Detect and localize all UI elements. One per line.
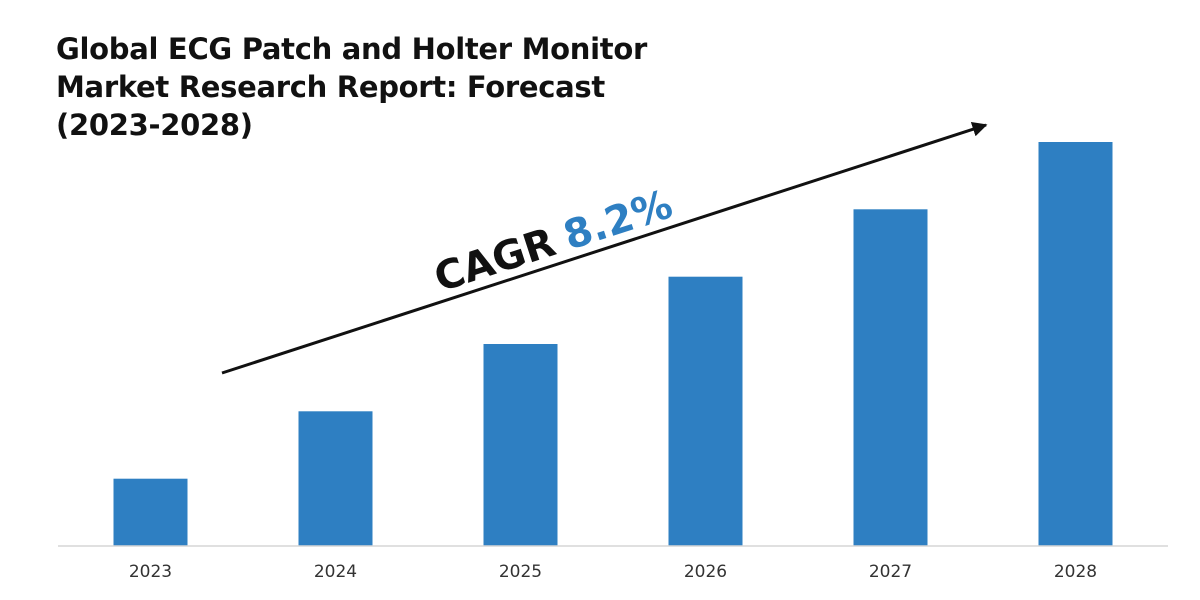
x-tick-label: 2024 bbox=[314, 562, 357, 582]
cagr-label: CAGR bbox=[429, 219, 561, 301]
bars-layer bbox=[113, 142, 1113, 547]
x-tick-labels: 2023 2024 2025 2026 2027 2028 bbox=[129, 562, 1097, 582]
x-tick-label: 2025 bbox=[499, 562, 542, 582]
x-tick-label: 2023 bbox=[129, 562, 172, 582]
x-tick-label: 2026 bbox=[684, 562, 727, 582]
bar-2028 bbox=[1038, 142, 1113, 546]
x-tick-label: 2027 bbox=[869, 562, 912, 582]
bar-2024 bbox=[298, 411, 373, 546]
cagr-value: 8.2% bbox=[558, 181, 678, 259]
bar-2025 bbox=[483, 344, 558, 546]
bar-2027 bbox=[853, 209, 928, 547]
bar-2023 bbox=[113, 478, 188, 546]
trend-arrow bbox=[221, 122, 988, 375]
x-tick-label: 2028 bbox=[1054, 562, 1097, 582]
cagr-annotation: CAGR8.2% bbox=[429, 181, 678, 301]
chart-title: Global ECG Patch and Holter Monitor Mark… bbox=[56, 32, 647, 142]
bar-2026 bbox=[668, 276, 743, 546]
